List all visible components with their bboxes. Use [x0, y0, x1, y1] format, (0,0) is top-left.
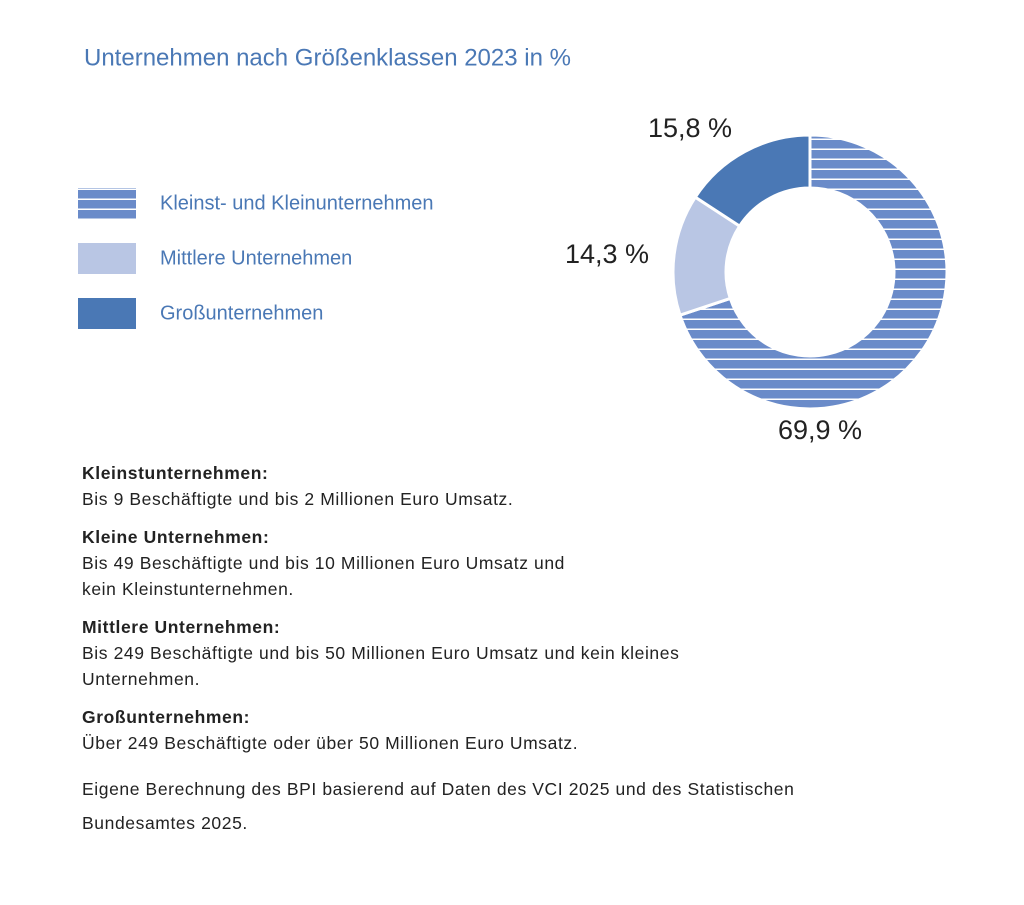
source-text: Eigene Berechnung des BPI basierend auf … [82, 779, 795, 799]
donut-segment [693, 133, 812, 229]
source: Eigene Berechnung des BPI basierend auf … [82, 772, 982, 840]
definition-text: Bis 249 Beschäftigte und bis 50 Millione… [82, 643, 680, 663]
definition-text: Unternehmen. [82, 669, 201, 689]
donut-segment [678, 133, 949, 411]
legend-label: Großunternehmen [160, 302, 323, 324]
definition: Kleine Unternehmen: Bis 49 Beschäftigte u… [82, 524, 982, 602]
legend-swatch [78, 298, 136, 329]
value-label: 69,9 % [778, 415, 862, 445]
chart-title: Unternehmen nach Größenklassen 2023 in % [84, 44, 571, 71]
definition-text: Bis 49 Beschäftigte und bis 10 Millionen… [82, 553, 566, 573]
definition-term: Mittlere Unternehmen: [82, 617, 281, 637]
definition: Großunternehmen: Über 249 Beschäftigte od… [82, 704, 982, 756]
value-label: 14,3 % [565, 239, 649, 269]
definition: Kleinstunternehmen: Bis 9 Beschäftigte un… [82, 460, 982, 512]
legend-label: Mittlere Unternehmen [160, 247, 352, 269]
legend-swatch [78, 188, 136, 219]
definition-text: Bis 9 Beschäftigte und bis 2 Millionen E… [82, 489, 514, 509]
legend-label: Kleinst- und Kleinunternehmen [160, 192, 434, 214]
definition-text: kein Kleinstunternehmen. [82, 579, 294, 599]
definition: Mittlere Unternehmen: Bis 249 Beschäftigt… [82, 614, 982, 692]
definition-term: Kleinstunternehmen: [82, 463, 269, 483]
definition-term: Kleine Unternehmen: [82, 527, 270, 547]
definition-text: Über 249 Beschäftigte oder über 50 Milli… [82, 733, 579, 753]
definition-term: Großunternehmen: [82, 707, 251, 727]
value-label: 15,8 % [648, 113, 732, 143]
definitions: Kleinstunternehmen: Bis 9 Beschäftigte un… [82, 460, 982, 840]
source-text: Bundesamtes 2025. [82, 813, 248, 833]
chart: Unternehmen nach Größenklassen 2023 in %… [78, 44, 949, 445]
legend-swatch [78, 243, 136, 274]
